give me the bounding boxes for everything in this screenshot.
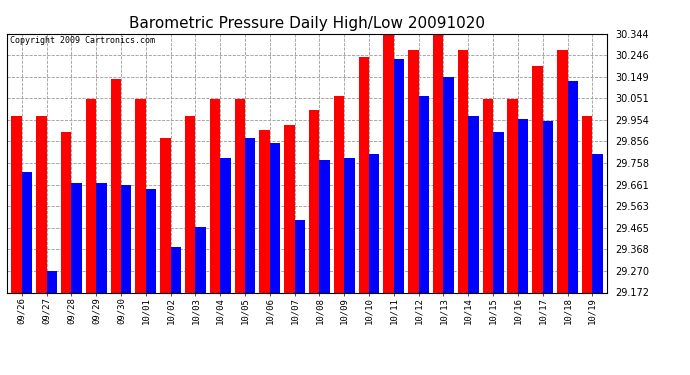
- Bar: [483, 99, 493, 292]
- Bar: [469, 116, 479, 292]
- Bar: [235, 99, 245, 292]
- Bar: [135, 99, 146, 292]
- Bar: [36, 116, 47, 292]
- Bar: [170, 247, 181, 292]
- Bar: [61, 132, 71, 292]
- Bar: [369, 154, 380, 292]
- Bar: [557, 50, 567, 292]
- Bar: [86, 99, 96, 292]
- Bar: [458, 50, 469, 292]
- Bar: [493, 132, 504, 292]
- Bar: [185, 116, 195, 292]
- Bar: [270, 143, 280, 292]
- Bar: [394, 59, 404, 292]
- Bar: [71, 183, 82, 292]
- Bar: [295, 220, 305, 292]
- Bar: [210, 99, 220, 292]
- Bar: [433, 34, 444, 292]
- Bar: [507, 99, 518, 292]
- Bar: [245, 138, 255, 292]
- Bar: [195, 227, 206, 292]
- Bar: [444, 76, 454, 292]
- Bar: [309, 110, 319, 292]
- Bar: [334, 96, 344, 292]
- Bar: [47, 271, 57, 292]
- Bar: [259, 130, 270, 292]
- Title: Barometric Pressure Daily High/Low 20091020: Barometric Pressure Daily High/Low 20091…: [129, 16, 485, 31]
- Bar: [408, 50, 419, 292]
- Text: Copyright 2009 Cartronics.com: Copyright 2009 Cartronics.com: [10, 36, 155, 45]
- Bar: [284, 125, 295, 292]
- Bar: [518, 118, 529, 292]
- Bar: [160, 138, 170, 292]
- Bar: [96, 183, 107, 292]
- Bar: [592, 154, 603, 292]
- Bar: [419, 96, 429, 292]
- Bar: [384, 34, 394, 292]
- Bar: [146, 189, 156, 292]
- Bar: [220, 158, 230, 292]
- Bar: [582, 116, 592, 292]
- Bar: [110, 79, 121, 292]
- Bar: [22, 171, 32, 292]
- Bar: [543, 121, 553, 292]
- Bar: [344, 158, 355, 292]
- Bar: [11, 116, 22, 292]
- Bar: [121, 185, 131, 292]
- Bar: [532, 66, 543, 292]
- Bar: [319, 160, 330, 292]
- Bar: [359, 57, 369, 292]
- Bar: [567, 81, 578, 292]
